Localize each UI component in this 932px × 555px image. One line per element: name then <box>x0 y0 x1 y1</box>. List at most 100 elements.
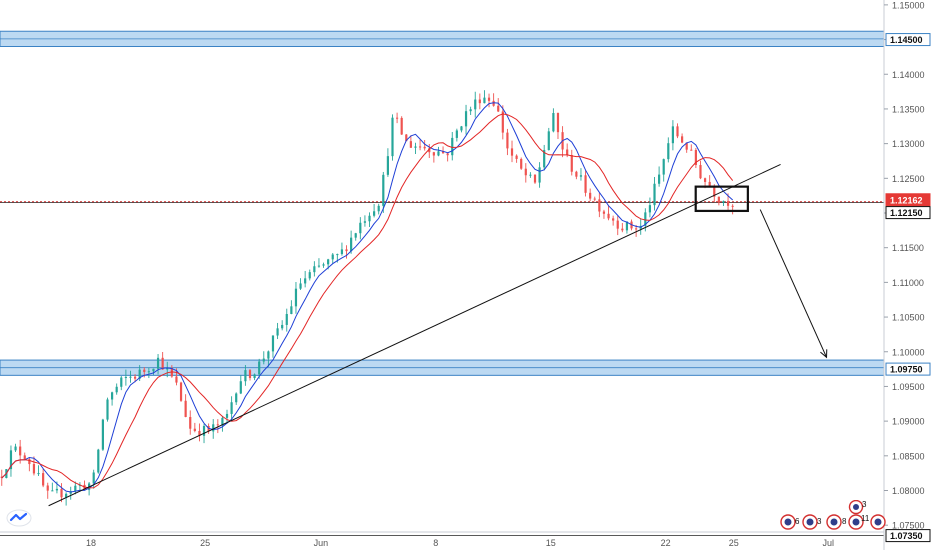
candle-body <box>501 111 504 133</box>
time-axis[interactable]: 18 25 Jun 8 15 22 25 Jul <box>0 531 884 548</box>
event-flag-icon[interactable]: 6 <box>780 514 800 530</box>
candle-body <box>129 376 132 378</box>
candle-body <box>386 156 389 175</box>
candle-body <box>101 419 104 450</box>
candle-body <box>350 237 353 252</box>
candle-body <box>308 272 311 279</box>
candle-body <box>115 386 118 393</box>
candle-body <box>327 259 330 265</box>
projection-arrow-head <box>820 349 828 359</box>
candle-body <box>395 117 399 119</box>
candle-body <box>202 425 206 436</box>
candle-body <box>74 485 77 492</box>
candle-body <box>32 464 36 474</box>
candle-body <box>281 324 284 329</box>
candle-body <box>46 485 49 491</box>
candle-body <box>336 254 339 256</box>
candle-body <box>92 472 95 484</box>
candle-body <box>607 213 610 219</box>
candle-body <box>225 413 229 418</box>
candle-body <box>354 233 357 238</box>
candle-body <box>699 165 702 179</box>
candle-body <box>703 178 707 182</box>
candle-body <box>258 361 261 375</box>
price-label: 1.12150 <box>890 208 923 218</box>
candle-body <box>120 377 123 387</box>
candle-body <box>271 335 275 352</box>
candle-body <box>377 205 380 212</box>
candle-body <box>143 369 146 373</box>
economic-events-strip[interactable]: 6 3 8 11 3 <box>778 500 888 532</box>
candle-body <box>474 99 477 110</box>
candle-body <box>363 221 367 223</box>
candle-body <box>382 174 385 206</box>
price-tick-label: 1.08500 <box>892 451 925 461</box>
candle-body <box>520 158 523 169</box>
candle-body <box>529 174 532 176</box>
price-tick-label: 1.09000 <box>892 417 925 427</box>
price-label: 1.14500 <box>890 35 923 45</box>
candle-body <box>97 449 100 473</box>
candle-body <box>400 117 403 135</box>
candle-body <box>262 358 265 362</box>
candle-body <box>533 174 537 183</box>
candle-body <box>322 264 325 266</box>
price-tick-label: 1.14000 <box>892 70 925 80</box>
price-label-box <box>885 193 931 207</box>
event-badge: 11 <box>861 514 870 523</box>
moving-average-slow <box>1 113 734 489</box>
candle-body <box>621 228 624 231</box>
candle-body <box>731 205 734 207</box>
candle-body <box>244 370 247 382</box>
candle-body <box>464 111 468 127</box>
trendline <box>48 163 781 507</box>
time-tick-label: 8 <box>433 538 438 548</box>
time-tick-label: 25 <box>729 538 739 548</box>
event-flag-icon[interactable]: 11 <box>848 514 870 530</box>
price-tick-label: 1.08000 <box>892 486 925 496</box>
candle-body <box>106 399 109 420</box>
event-flag-icon[interactable]: 3 <box>848 500 868 515</box>
candle-body <box>584 175 587 193</box>
candle-body <box>441 151 445 154</box>
time-tick-label: 15 <box>546 538 556 548</box>
candle-body <box>418 146 422 148</box>
candle-body <box>198 430 201 436</box>
candle-body <box>124 376 127 378</box>
price-tick-label: 1.11500 <box>892 243 924 253</box>
event-flag-icon[interactable]: 8 <box>826 514 847 530</box>
candle-body <box>538 167 541 183</box>
candle-body <box>510 148 514 156</box>
candle-body <box>42 473 45 486</box>
candle-body <box>575 171 578 177</box>
candle-body <box>253 374 256 379</box>
moving-average-fast <box>1 102 734 493</box>
candle-body <box>216 424 219 426</box>
candle-body <box>658 174 661 184</box>
candle-body <box>235 393 238 403</box>
event-flag-icon[interactable] <box>870 514 886 530</box>
candle-body <box>579 175 583 177</box>
price-axis[interactable]: 1.15000 1.14500 1.14000 1.13500 1.13000 1.125… <box>883 0 931 550</box>
price-tick-label: 1.09500 <box>892 382 925 392</box>
candle-body <box>166 367 169 370</box>
event-badge: 3 <box>862 500 867 509</box>
price-tick-label: 1.13000 <box>892 139 925 149</box>
candle-body <box>685 142 688 150</box>
candle-body <box>487 97 491 101</box>
moving-averages-layer <box>1 102 734 493</box>
candle-body <box>161 357 164 370</box>
tradingview-logo-icon[interactable] <box>6 509 32 527</box>
candle-body <box>212 424 215 432</box>
candle-body <box>133 376 137 379</box>
candle-body <box>570 155 573 172</box>
candle-body <box>726 200 730 206</box>
time-tick-label: 22 <box>661 538 671 548</box>
candle-body <box>19 446 22 456</box>
highlight-box <box>694 185 749 213</box>
event-flag-icon[interactable]: 3 <box>802 514 822 530</box>
candle-body <box>304 278 307 284</box>
candle-body <box>23 455 26 460</box>
